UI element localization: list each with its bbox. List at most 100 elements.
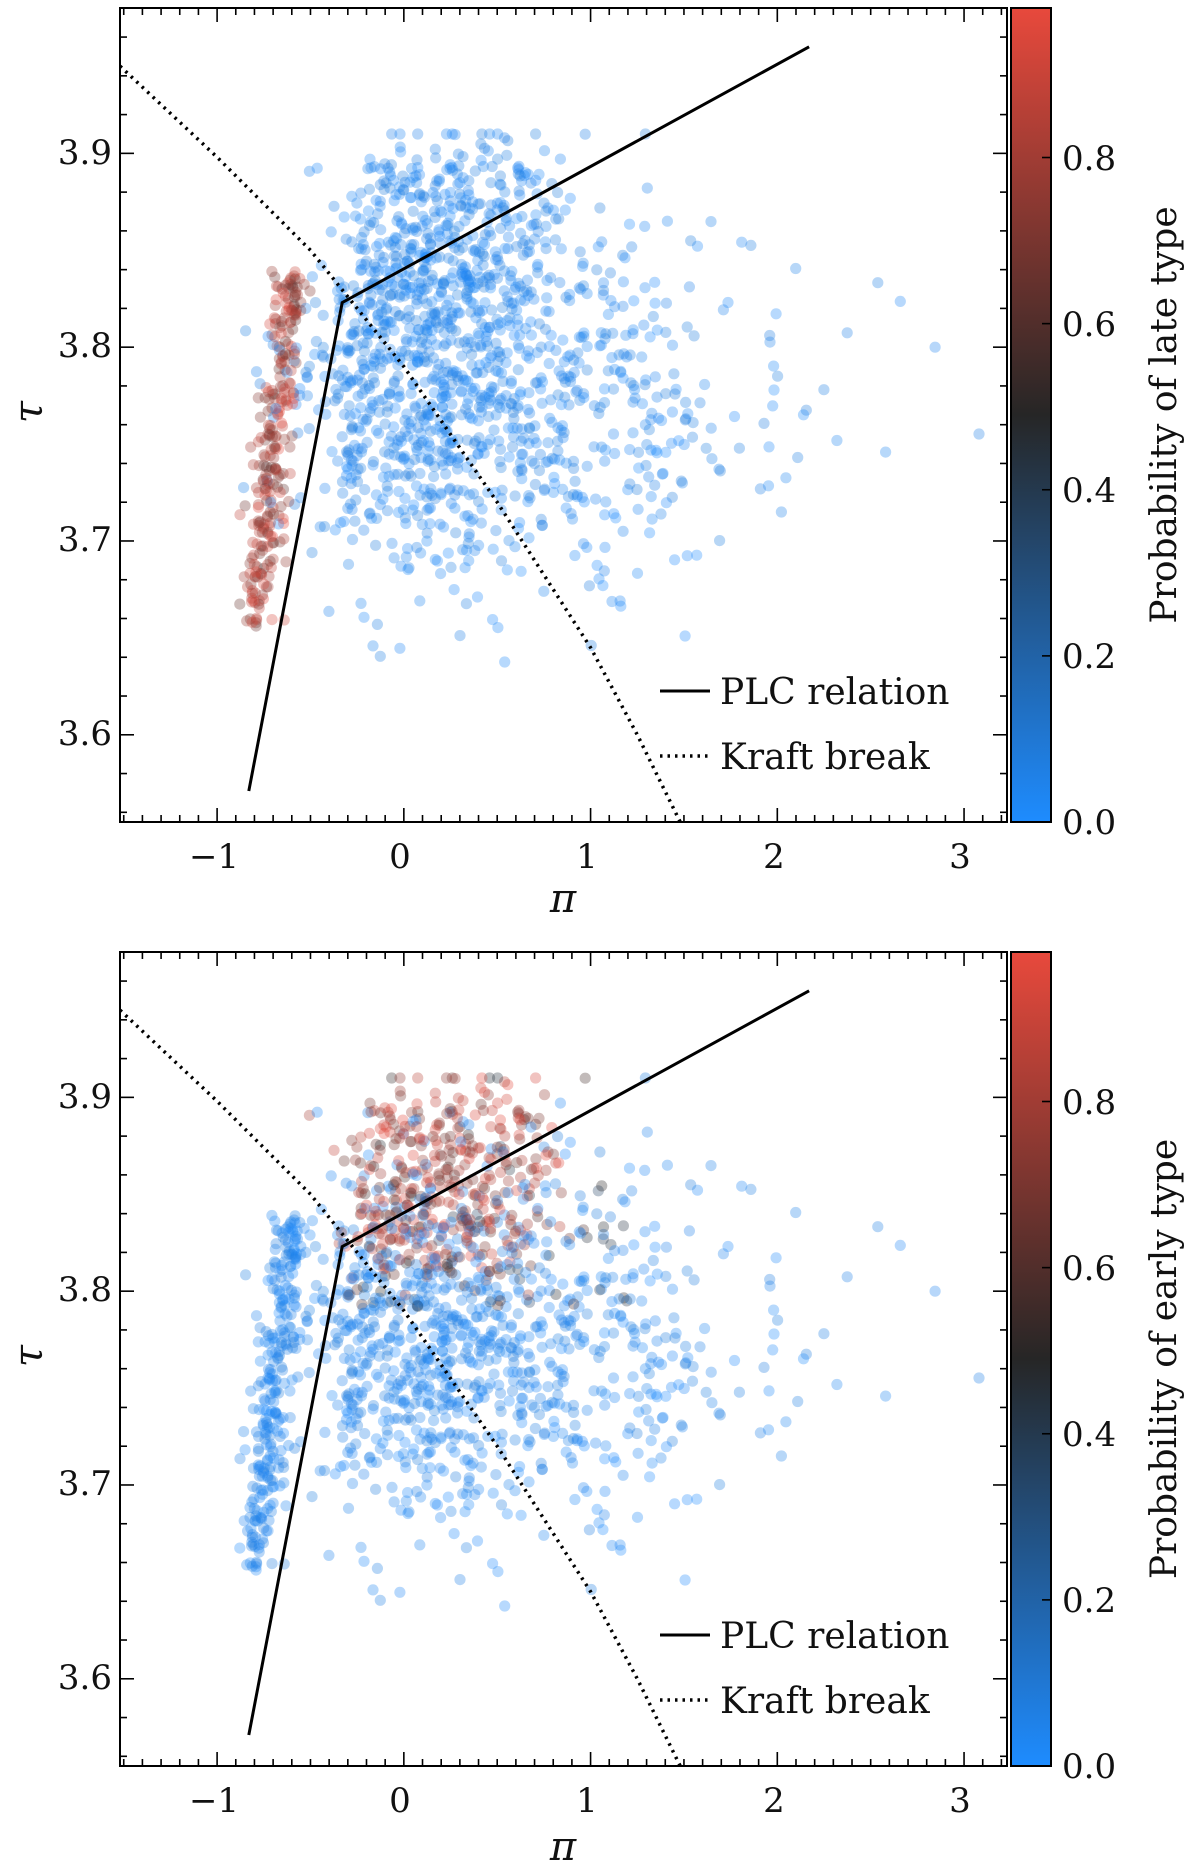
data-point bbox=[252, 571, 264, 583]
data-point bbox=[450, 1471, 462, 1483]
data-point bbox=[467, 1188, 480, 1201]
data-point bbox=[400, 270, 412, 283]
data-point bbox=[356, 1332, 368, 1344]
data-point bbox=[341, 1405, 353, 1417]
data-point bbox=[387, 174, 400, 186]
data-point bbox=[452, 1377, 464, 1390]
data-point bbox=[644, 527, 656, 539]
data-point bbox=[554, 1221, 566, 1233]
data-point bbox=[498, 132, 511, 144]
data-point bbox=[491, 313, 503, 325]
data-point bbox=[415, 1371, 427, 1384]
data-point bbox=[374, 237, 386, 250]
data-point bbox=[552, 435, 564, 447]
data-point bbox=[357, 1281, 369, 1293]
data-point bbox=[422, 1172, 434, 1184]
data-point bbox=[432, 445, 444, 457]
data-point bbox=[555, 399, 568, 411]
data-point bbox=[286, 1342, 299, 1354]
data-point bbox=[372, 314, 384, 326]
data-point bbox=[408, 1214, 420, 1226]
data-point bbox=[411, 294, 423, 306]
data-point bbox=[507, 422, 519, 434]
data-point bbox=[476, 318, 488, 330]
data-point bbox=[408, 1378, 420, 1390]
data-point bbox=[388, 1321, 400, 1333]
data-point bbox=[376, 326, 388, 339]
data-point bbox=[434, 1364, 446, 1377]
data-point bbox=[543, 306, 555, 318]
data-point bbox=[764, 329, 776, 342]
data-point bbox=[359, 1188, 371, 1200]
data-point bbox=[355, 1390, 368, 1402]
data-point bbox=[607, 428, 620, 440]
data-point bbox=[404, 1266, 416, 1278]
data-point bbox=[463, 1119, 475, 1131]
data-point bbox=[329, 1468, 341, 1480]
data-point bbox=[417, 435, 429, 447]
data-point bbox=[475, 1082, 487, 1094]
data-point bbox=[434, 1181, 446, 1193]
data-point bbox=[410, 1346, 422, 1358]
data-point bbox=[251, 1558, 263, 1570]
data-point bbox=[500, 402, 512, 414]
data-point bbox=[476, 1249, 488, 1261]
data-point bbox=[485, 381, 498, 393]
data-point bbox=[818, 1328, 830, 1340]
data-point bbox=[421, 1162, 433, 1174]
data-point bbox=[482, 438, 494, 450]
data-point bbox=[357, 413, 369, 425]
data-point bbox=[473, 432, 485, 444]
data-point bbox=[443, 1356, 455, 1368]
data-point bbox=[250, 1510, 262, 1522]
data-point bbox=[463, 1433, 476, 1445]
data-point bbox=[494, 455, 506, 468]
data-point bbox=[288, 1292, 300, 1304]
data-point bbox=[501, 1508, 513, 1520]
data-point bbox=[681, 1494, 693, 1506]
data-point bbox=[273, 363, 285, 375]
data-point bbox=[446, 161, 458, 173]
data-point bbox=[259, 434, 271, 446]
data-point bbox=[255, 1511, 267, 1523]
data-point bbox=[250, 1556, 263, 1568]
y-tick-label: 3.6 bbox=[58, 1658, 112, 1698]
data-point bbox=[434, 1149, 446, 1161]
data-point bbox=[358, 345, 370, 357]
data-point bbox=[251, 561, 263, 573]
data-point bbox=[523, 239, 535, 251]
data-point bbox=[700, 1386, 712, 1398]
data-point bbox=[271, 340, 283, 352]
data-point bbox=[419, 1254, 431, 1266]
data-point bbox=[463, 1133, 475, 1145]
data-point bbox=[474, 1142, 486, 1154]
data-point bbox=[466, 1303, 478, 1315]
data-point bbox=[395, 1090, 407, 1102]
data-point bbox=[680, 1357, 692, 1369]
data-point bbox=[486, 1104, 498, 1117]
data-point bbox=[295, 1248, 307, 1260]
data-point bbox=[320, 408, 332, 420]
data-point bbox=[370, 1433, 382, 1445]
data-point bbox=[454, 1143, 467, 1155]
data-point bbox=[453, 1164, 465, 1177]
data-point bbox=[609, 1245, 621, 1257]
data-point bbox=[459, 1454, 471, 1466]
data-point bbox=[495, 461, 507, 474]
data-point bbox=[446, 1378, 458, 1390]
data-point bbox=[412, 1299, 424, 1311]
data-point bbox=[288, 270, 300, 282]
data-point bbox=[411, 1485, 423, 1498]
data-point bbox=[270, 313, 282, 325]
data-point bbox=[513, 164, 525, 176]
data-point bbox=[336, 1420, 349, 1432]
data-point bbox=[647, 1254, 659, 1267]
data-point bbox=[465, 1240, 477, 1252]
data-point bbox=[523, 245, 536, 257]
data-point bbox=[445, 313, 457, 325]
data-point bbox=[278, 1477, 290, 1489]
data-point bbox=[395, 1379, 407, 1391]
data-point bbox=[385, 1103, 397, 1115]
data-point bbox=[379, 446, 391, 458]
data-point bbox=[343, 400, 355, 412]
